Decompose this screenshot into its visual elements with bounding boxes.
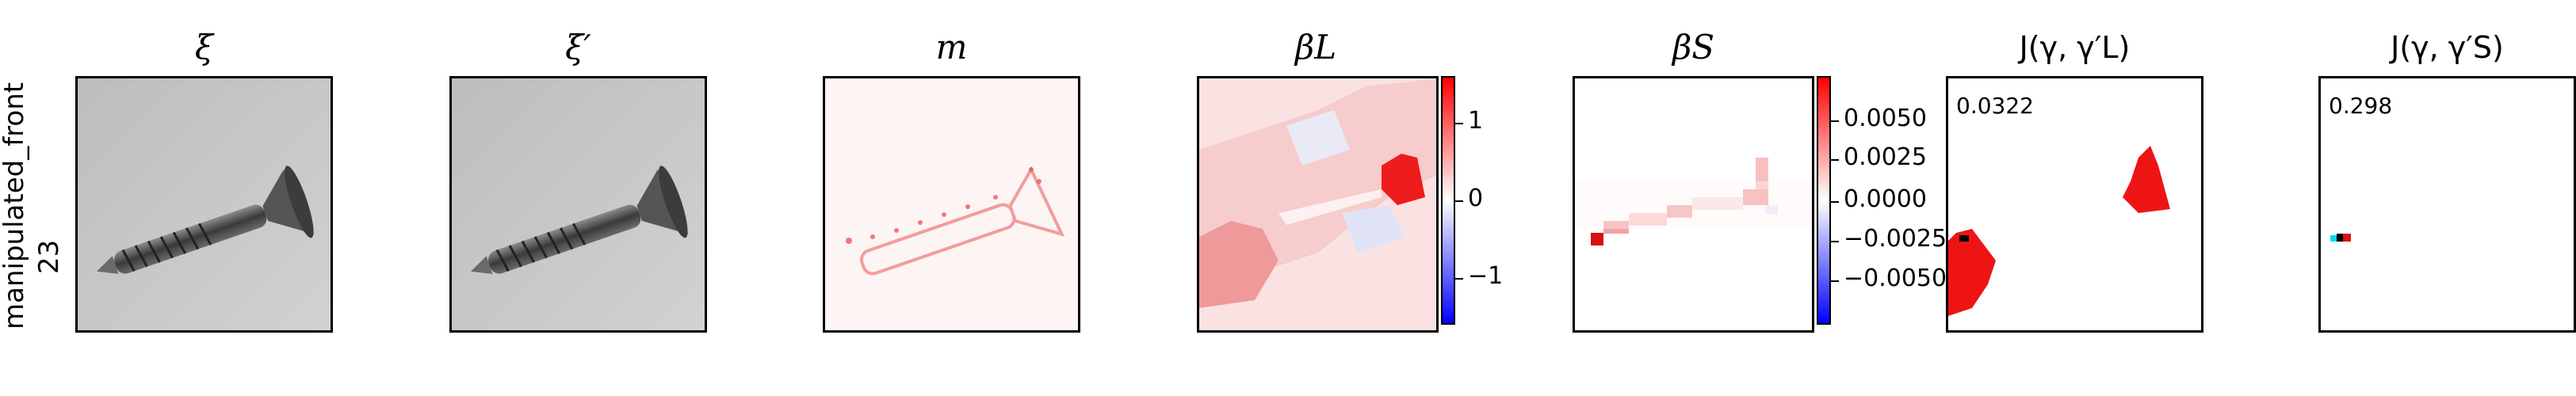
map-beta-s [1573, 76, 1814, 333]
score-j-s: 0.298 [2329, 93, 2393, 119]
image-xi-prime [449, 76, 707, 333]
colorbar-s-tick-0: 0.0050 [1844, 105, 1927, 132]
colorbar-s-tick-2: 0.0000 [1844, 185, 1927, 213]
j-s-overlay [2321, 78, 2574, 330]
colorbar-l-tick-2: −1 [1468, 262, 1504, 290]
j-l-overlay [1948, 78, 2201, 330]
colorbar-s-tick-3: −0.0025 [1844, 225, 1947, 253]
row-label-line1: manipulated_front [0, 82, 30, 329]
colorbar-beta-l [1441, 76, 1455, 325]
panel-title-beta-l: βL [1197, 24, 1435, 71]
colorbar-l-tick-1: 0 [1468, 185, 1484, 212]
title-text: m [935, 28, 968, 67]
title-text: βL [1294, 28, 1337, 67]
beta-s-heatmap [1575, 78, 1812, 330]
mask-image [825, 78, 1078, 330]
mask-m [823, 76, 1080, 333]
score-j-l: 0.0322 [1956, 93, 2034, 119]
panel-title-j-l: J(γ, γ′L) [1946, 24, 2203, 71]
panel-title-m: m [823, 24, 1080, 71]
row-label-line2: 23 [33, 239, 65, 274]
beta-l-heatmap [1199, 78, 1436, 330]
map-beta-l [1197, 76, 1439, 333]
panel-title-xi-prime: ξ′ [449, 24, 707, 71]
colorbar-s-tick-1: 0.0025 [1844, 143, 1927, 171]
title-text: J(γ, γ′L) [2019, 30, 2131, 65]
title-text: βS [1672, 28, 1715, 67]
panel-title-xi: ξ [75, 24, 333, 71]
image-xi [75, 76, 333, 333]
panel-title-j-s: J(γ, γ′S) [2318, 24, 2576, 71]
title-text: J(γ, γ′S) [2391, 30, 2504, 65]
screw-image [78, 78, 331, 330]
title-text: ξ′ [565, 28, 591, 67]
title-text: ξ [194, 28, 214, 67]
screw-image [452, 78, 705, 330]
map-j-s: 0.298 [2318, 76, 2576, 333]
colorbar-s-tick-4: −0.0050 [1844, 265, 1947, 292]
colorbar-l-tick-0: 1 [1468, 107, 1484, 135]
row-label: manipulated_front 23 [0, 76, 65, 333]
map-j-l: 0.0322 [1946, 76, 2203, 333]
colorbar-beta-s [1817, 76, 1831, 325]
panel-title-beta-s: βS [1573, 24, 1814, 71]
